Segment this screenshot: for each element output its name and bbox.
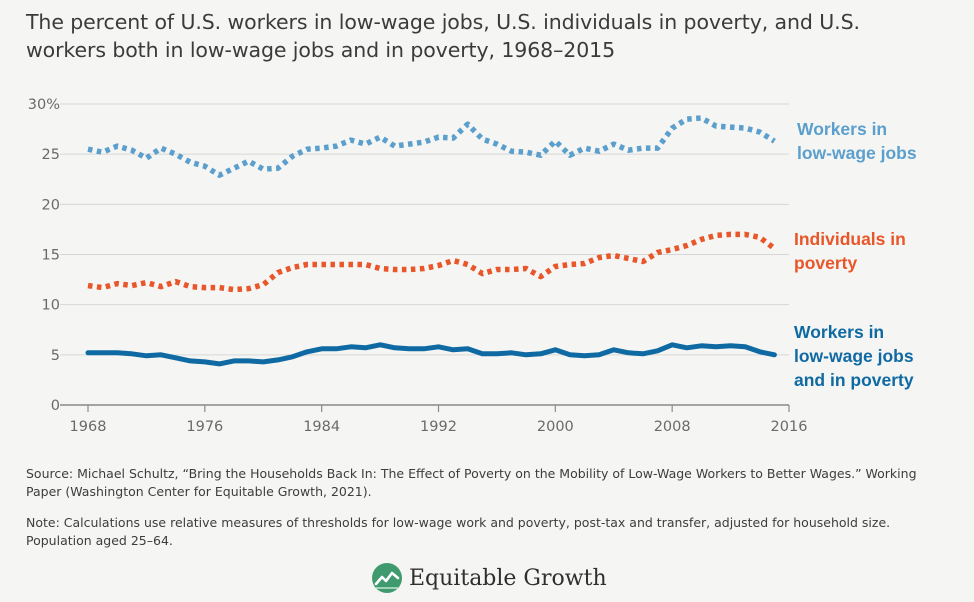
y-tick-label-5: 5 bbox=[51, 348, 60, 364]
x-tick-label-1968: 1968 bbox=[70, 419, 107, 435]
x-tick-label-1992: 1992 bbox=[420, 419, 457, 435]
series-label-line: and in poverty bbox=[794, 370, 914, 390]
x-tick-label-2008: 2008 bbox=[654, 419, 691, 435]
y-tick-label-10: 10 bbox=[42, 298, 60, 314]
chart-title: The percent of U.S. workers in low-wage … bbox=[26, 10, 860, 62]
brand-logo[interactable]: Equitable Growth bbox=[371, 561, 607, 595]
x-tick-label-1984: 1984 bbox=[303, 419, 340, 435]
line-chart: 0 5 10 15 20 25 30% 1968 1976 1984 1992 2000 2008 201… bbox=[28, 97, 917, 435]
x-tick-label-2000: 2000 bbox=[537, 419, 574, 435]
equitable-growth-logo-icon bbox=[372, 563, 402, 593]
series-label-2: Workers in low-wage jobs and in poverty bbox=[794, 322, 914, 390]
series-line-2 bbox=[85, 342, 777, 367]
x-tick-label-1976: 1976 bbox=[186, 419, 223, 435]
y-tick-label-25: 25 bbox=[42, 147, 60, 163]
y-tick-label-20: 20 bbox=[42, 197, 60, 213]
brand-name: Equitable Growth bbox=[409, 565, 607, 591]
source-note: Source: Michael Schultz, “Bring the Hous… bbox=[26, 466, 917, 499]
series-label-line: low-wage jobs bbox=[797, 143, 917, 163]
series-label-line: Workers in bbox=[797, 119, 887, 139]
series-label-line: Individuals in bbox=[794, 229, 906, 249]
y-tick-label-30: 30% bbox=[28, 97, 60, 113]
series-label-line: low-wage jobs bbox=[794, 346, 914, 366]
series-label-line: poverty bbox=[794, 253, 857, 273]
series-line-1 bbox=[87, 231, 777, 293]
series-label-0: Workers in low-wage jobs bbox=[797, 119, 917, 163]
x-tick-label-2016: 2016 bbox=[771, 419, 808, 435]
series-label-line: Workers in bbox=[794, 322, 884, 342]
methodology-note: Note: Calculations use relative measures… bbox=[26, 515, 891, 548]
series-line-0 bbox=[87, 115, 776, 178]
series-label-1: Individuals in poverty bbox=[794, 229, 906, 273]
y-tick-label-0: 0 bbox=[51, 398, 60, 414]
y-tick-label-15: 15 bbox=[42, 248, 60, 264]
